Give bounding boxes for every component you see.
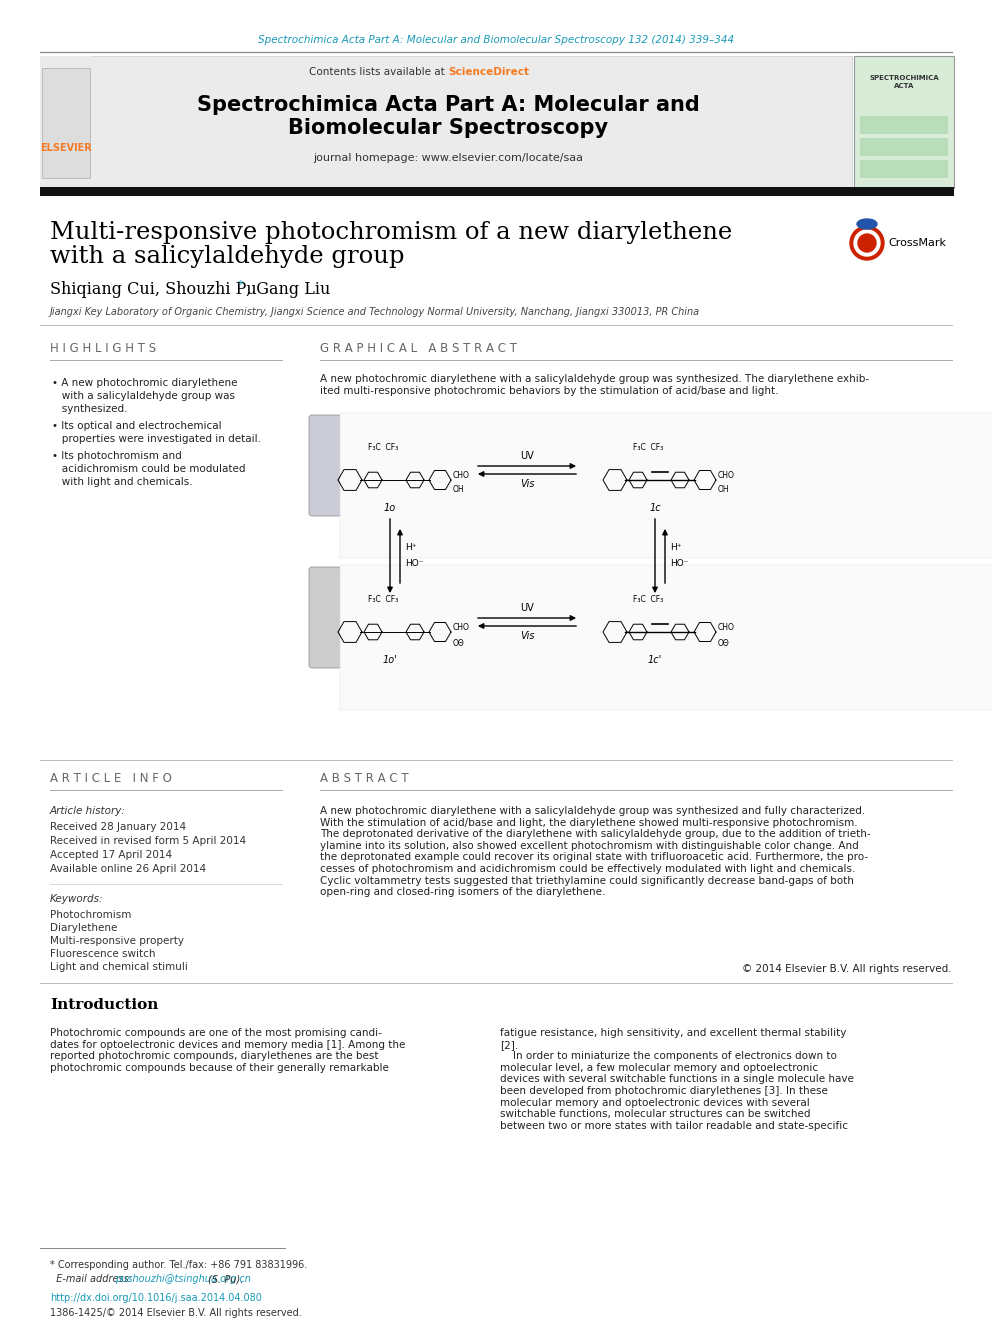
Text: Multi-responsive property: Multi-responsive property <box>50 935 184 946</box>
Text: (S. Pu).: (S. Pu). <box>204 1274 243 1285</box>
Text: CHO: CHO <box>718 471 735 479</box>
Text: A new photochromic diarylethene with a salicylaldehyde group was synthesized. Th: A new photochromic diarylethene with a s… <box>320 374 869 396</box>
Text: OH: OH <box>453 486 464 495</box>
Text: 1o: 1o <box>384 503 396 513</box>
Text: properties were investigated in detail.: properties were investigated in detail. <box>52 434 261 445</box>
Text: Vis: Vis <box>520 479 535 490</box>
Bar <box>340 413 992 558</box>
Text: Accepted 17 April 2014: Accepted 17 April 2014 <box>50 849 173 860</box>
FancyBboxPatch shape <box>765 568 797 668</box>
Text: HO⁻: HO⁻ <box>670 560 688 569</box>
Text: with a salicylaldehyde group was: with a salicylaldehyde group was <box>52 392 235 401</box>
Text: Fluorescence switch: Fluorescence switch <box>50 949 156 959</box>
Text: with a salicylaldehyde group: with a salicylaldehyde group <box>50 246 405 269</box>
Text: synthesized.: synthesized. <box>52 404 128 414</box>
Text: CHO: CHO <box>718 623 735 631</box>
Text: fatigue resistance, high sensitivity, and excellent thermal stability
[2].
    I: fatigue resistance, high sensitivity, an… <box>500 1028 854 1131</box>
Text: Keywords:: Keywords: <box>50 894 103 904</box>
Circle shape <box>850 226 884 261</box>
Text: A new photochromic diarylethene with a salicylaldehyde group was synthesized and: A new photochromic diarylethene with a s… <box>320 806 871 897</box>
Text: pushouzhi@tsinghua.org.cn: pushouzhi@tsinghua.org.cn <box>115 1274 251 1285</box>
Text: F₃C  CF₃: F₃C CF₃ <box>633 443 663 452</box>
Text: Diarylethene: Diarylethene <box>50 923 117 933</box>
Text: CrossMark: CrossMark <box>888 238 946 247</box>
Text: H⁺: H⁺ <box>670 544 682 553</box>
Text: Introduction: Introduction <box>50 998 159 1012</box>
Text: acidichromism could be modulated: acidichromism could be modulated <box>52 464 245 474</box>
Text: • Its optical and electrochemical: • Its optical and electrochemical <box>52 421 221 431</box>
Text: SPECTROCHIMICA
ACTA: SPECTROCHIMICA ACTA <box>869 75 938 89</box>
Text: G R A P H I C A L   A B S T R A C T: G R A P H I C A L A B S T R A C T <box>320 341 517 355</box>
Text: 1386-1425/© 2014 Elsevier B.V. All rights reserved.: 1386-1425/© 2014 Elsevier B.V. All right… <box>50 1308 302 1318</box>
Bar <box>42 67 90 179</box>
Circle shape <box>858 234 876 251</box>
Bar <box>340 565 992 710</box>
Text: OΘ: OΘ <box>718 639 730 648</box>
Text: Spectrochimica Acta Part A: Molecular and Biomolecular Spectroscopy 132 (2014) 3: Spectrochimica Acta Part A: Molecular an… <box>258 34 734 45</box>
Text: 1c: 1c <box>649 503 661 513</box>
Text: Jiangxi Key Laboratory of Organic Chemistry, Jiangxi Science and Technology Norm: Jiangxi Key Laboratory of Organic Chemis… <box>50 307 700 318</box>
Text: F₃C  CF₃: F₃C CF₃ <box>368 443 398 452</box>
Text: H I G H L I G H T S: H I G H L I G H T S <box>50 341 156 355</box>
Text: Shiqiang Cui, Shouzhi Pu: Shiqiang Cui, Shouzhi Pu <box>50 282 257 299</box>
Text: Light and chemical stimuli: Light and chemical stimuli <box>50 962 187 972</box>
Text: F₃C  CF₃: F₃C CF₃ <box>633 595 663 605</box>
Text: Photochromism: Photochromism <box>50 910 131 919</box>
Text: *: * <box>238 280 244 290</box>
Text: Received in revised form 5 April 2014: Received in revised form 5 April 2014 <box>50 836 246 845</box>
Ellipse shape <box>857 220 877 229</box>
Text: Contents lists available at: Contents lists available at <box>309 67 448 77</box>
FancyBboxPatch shape <box>309 568 341 668</box>
Text: Article history:: Article history: <box>50 806 126 816</box>
Text: A B S T R A C T: A B S T R A C T <box>320 771 409 785</box>
Bar <box>854 56 954 188</box>
Text: ELSEVIER: ELSEVIER <box>40 143 92 153</box>
FancyBboxPatch shape <box>309 415 341 516</box>
Text: Multi-responsive photochromism of a new diarylethene: Multi-responsive photochromism of a new … <box>50 221 732 243</box>
Bar <box>860 138 948 156</box>
Text: Biomolecular Spectroscopy: Biomolecular Spectroscopy <box>288 118 608 138</box>
Text: Photochromic compounds are one of the most promising candi-
dates for optoelectr: Photochromic compounds are one of the mo… <box>50 1028 406 1073</box>
Circle shape <box>854 230 880 255</box>
Text: F₃C  CF₃: F₃C CF₃ <box>368 595 398 605</box>
FancyBboxPatch shape <box>765 415 797 516</box>
Bar <box>90 56 852 188</box>
Text: http://dx.doi.org/10.1016/j.saa.2014.04.080: http://dx.doi.org/10.1016/j.saa.2014.04.… <box>50 1293 262 1303</box>
Text: OΘ: OΘ <box>453 639 464 648</box>
Bar <box>40 56 92 188</box>
Text: UV: UV <box>520 451 534 460</box>
Bar <box>860 116 948 134</box>
Text: OH: OH <box>718 486 730 495</box>
Text: Received 28 January 2014: Received 28 January 2014 <box>50 822 186 832</box>
Text: E-mail address:: E-mail address: <box>50 1274 135 1285</box>
Text: Spectrochimica Acta Part A: Molecular and: Spectrochimica Acta Part A: Molecular an… <box>196 95 699 115</box>
Text: 1o': 1o' <box>383 655 398 665</box>
Text: with light and chemicals.: with light and chemicals. <box>52 478 192 487</box>
Bar <box>860 160 948 179</box>
Text: • A new photochromic diarylethene: • A new photochromic diarylethene <box>52 378 237 388</box>
Text: CHO: CHO <box>453 623 470 631</box>
Text: ScienceDirect: ScienceDirect <box>448 67 529 77</box>
Text: , Gang Liu: , Gang Liu <box>246 282 330 299</box>
Text: HO⁻: HO⁻ <box>405 560 424 569</box>
Text: © 2014 Elsevier B.V. All rights reserved.: © 2014 Elsevier B.V. All rights reserved… <box>742 964 952 974</box>
Text: • Its photochromism and: • Its photochromism and <box>52 451 182 460</box>
Text: H⁺: H⁺ <box>405 544 417 553</box>
Text: journal homepage: www.elsevier.com/locate/saa: journal homepage: www.elsevier.com/locat… <box>313 153 583 163</box>
Text: * Corresponding author. Tel./fax: +86 791 83831996.: * Corresponding author. Tel./fax: +86 79… <box>50 1259 308 1270</box>
Text: Vis: Vis <box>520 631 535 642</box>
Text: A R T I C L E   I N F O: A R T I C L E I N F O <box>50 771 172 785</box>
Text: UV: UV <box>520 603 534 613</box>
Text: Available online 26 April 2014: Available online 26 April 2014 <box>50 864 206 875</box>
Text: CHO: CHO <box>453 471 470 479</box>
Bar <box>40 187 954 196</box>
Text: 1c': 1c' <box>648 655 662 665</box>
